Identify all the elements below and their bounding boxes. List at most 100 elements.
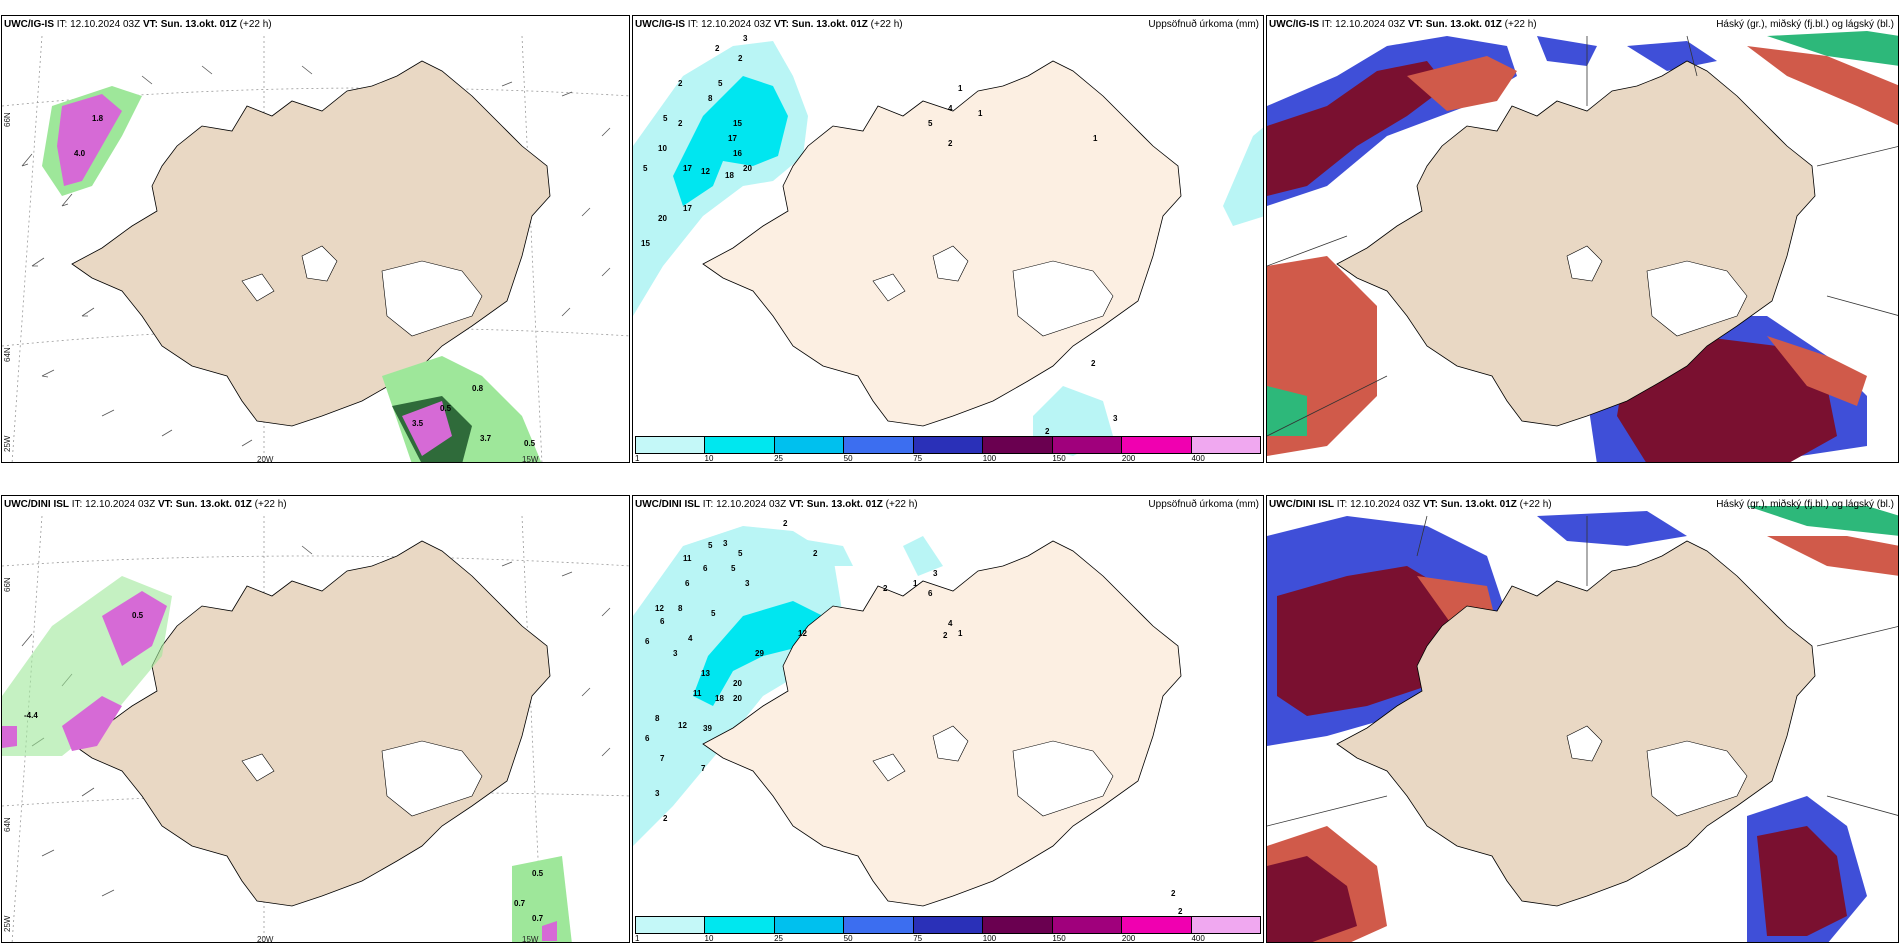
wind-value: 0.8 [472,384,484,393]
legend-tick-label: 150 [1052,454,1066,463]
precip-value: 6 [660,617,665,626]
precip-value: 2 [813,549,818,558]
clouds-title: Háský (gr.), miðský (fj.bl.) og lágský (… [1716,19,1894,30]
precip-value: 3 [723,539,728,548]
precip-value: 2 [738,54,743,63]
precip-value: 12 [678,721,687,730]
precip-value: 5 [708,541,713,550]
precip-value: 20 [658,214,667,223]
precip-value: 4 [948,619,953,628]
legend-color-cell [705,437,775,453]
clouds-title: Háský (gr.), miðský (fj.bl.) og lágský (… [1716,499,1894,510]
wind-value: 3.7 [480,434,492,443]
legend-color-cell [636,437,706,453]
grid-label-lon25: 25W [3,915,12,932]
model-name: UWC/IG-IS [4,19,54,30]
lead-time: (+22 h) [239,19,272,30]
init-time: 12.10.2024 03Z [1350,499,1421,510]
legend-tick-label: 75 [913,934,923,943]
precip-value: 1 [958,629,963,638]
precip-value: 11 [693,689,702,698]
iceland-land [1336,540,1816,907]
panel-header: UWC/IG-IS IT: 12.10.2024 03Z VT: Sun. 13… [4,19,272,30]
precip-value: 2 [948,139,953,148]
precip-value: 8 [678,604,683,613]
precip-value: 1 [958,84,963,93]
iceland-land [71,60,551,427]
precip-value: 18 [725,171,734,180]
precip-value: 3 [673,649,678,658]
precip-value: 3 [1113,414,1118,423]
valid-time: Sun. 13.okt. 01Z [806,499,883,510]
valid-time: Sun. 13.okt. 01Z [791,19,868,30]
iceland-land [1336,60,1816,427]
precip-value: 1 [1093,134,1098,143]
wind-value: 4.0 [74,149,86,158]
grid-label-lat66: 66N [3,577,12,592]
init-time: 12.10.2024 03Z [716,499,787,510]
grid-label-lon20: 20W [257,935,274,943]
precip-map[interactable]: 3 2 2 5 2 8 2 10 15 17 17 12 18 20 16 5 … [633,16,1264,463]
precip-value: 5 [663,114,668,123]
grid-label-lon25: 25W [3,435,12,452]
panel-top-clouds: UWC/IG-IS IT: 12.10.2024 03Z VT: Sun. 13… [1266,15,1899,463]
precip-value: 6 [928,589,933,598]
precip-value: 17 [728,134,737,143]
precip-value: 2 [783,519,788,528]
legend-tick-label: 150 [1052,934,1066,943]
legend-color-cell [705,917,775,933]
precip-value: 6 [703,564,708,573]
wind-value: 0.5 [524,439,536,448]
lead-time: (+22 h) [870,19,903,30]
precip-value: 20 [733,679,742,688]
wind-map[interactable]: 66N 64N 20W 15W 25W -4.4 0.5 0.7 0.7 0.5 [2,496,630,943]
precip-map[interactable]: 2 5 3 5 11 6 5 6 2 12 8 6 5 4 3 6 3 13 2… [633,496,1264,943]
precip-value: 17 [683,204,692,213]
precip-value: 16 [733,149,742,158]
legend-tick-label: 10 [704,454,714,463]
panel-header: UWC/IG-IS IT: 12.10.2024 03Z VT: Sun. 13… [635,19,1259,30]
precip-value: 39 [703,724,712,733]
grid-label-lat66: 66N [3,112,12,127]
clouds-map[interactable] [1267,16,1899,463]
init-time: 12.10.2024 03Z [701,19,772,30]
lead-time: (+22 h) [254,499,287,510]
panel-top-precip: UWC/IG-IS IT: 12.10.2024 03Z VT: Sun. 13… [632,15,1264,463]
panel-bottom-precip: UWC/DINI ISL IT: 12.10.2024 03Z VT: Sun.… [632,495,1264,943]
precip-value: 3 [743,34,748,43]
valid-time: Sun. 13.okt. 01Z [160,19,237,30]
precip-value: 5 [711,609,716,618]
precip-value: 5 [718,79,723,88]
precip-value: 6 [645,637,650,646]
legend-color-cell [1052,917,1123,933]
precip-value: 5 [738,549,743,558]
precip-value: 6 [645,734,650,743]
precip-value: 13 [701,669,710,678]
clouds-map[interactable] [1267,496,1899,943]
wind-value: -4.4 [24,711,38,720]
grid-label-lat64: 64N [3,817,12,832]
precip-wind-overlay [42,86,542,462]
legend-color-cell [774,437,845,453]
precip-legend: 1 10 25 50 75 100 150 200 400 [635,436,1261,463]
wind-value: 3.5 [412,419,424,428]
legend-color-cell [913,437,984,453]
precip-value: 8 [655,714,660,723]
legend-tick-label: 200 [1121,934,1136,943]
model-name: UWC/DINI ISL [4,499,69,510]
precip-value: 2 [663,814,668,823]
precip-title: Uppsöfnuð úrkoma (mm) [1148,19,1259,30]
init-time: 12.10.2024 03Z [70,19,141,30]
precip-value: 18 [715,694,724,703]
precip-value: 8 [708,94,713,103]
legend-tick-label: 200 [1121,454,1136,463]
precip-value: 2 [1171,889,1176,898]
precip-value: 3 [933,569,938,578]
legend-tick-label: 50 [843,934,853,943]
legend-tick-label: 10 [704,934,714,943]
precip-value: 12 [798,629,807,638]
precip-value: 2 [1045,427,1050,436]
valid-time: Sun. 13.okt. 01Z [1425,19,1502,30]
wind-map[interactable]: 66N 64N 20W 15W 25W 0.5 3.5 0.8 3.7 0.5 … [2,16,630,463]
legend-color-cell [844,917,914,933]
